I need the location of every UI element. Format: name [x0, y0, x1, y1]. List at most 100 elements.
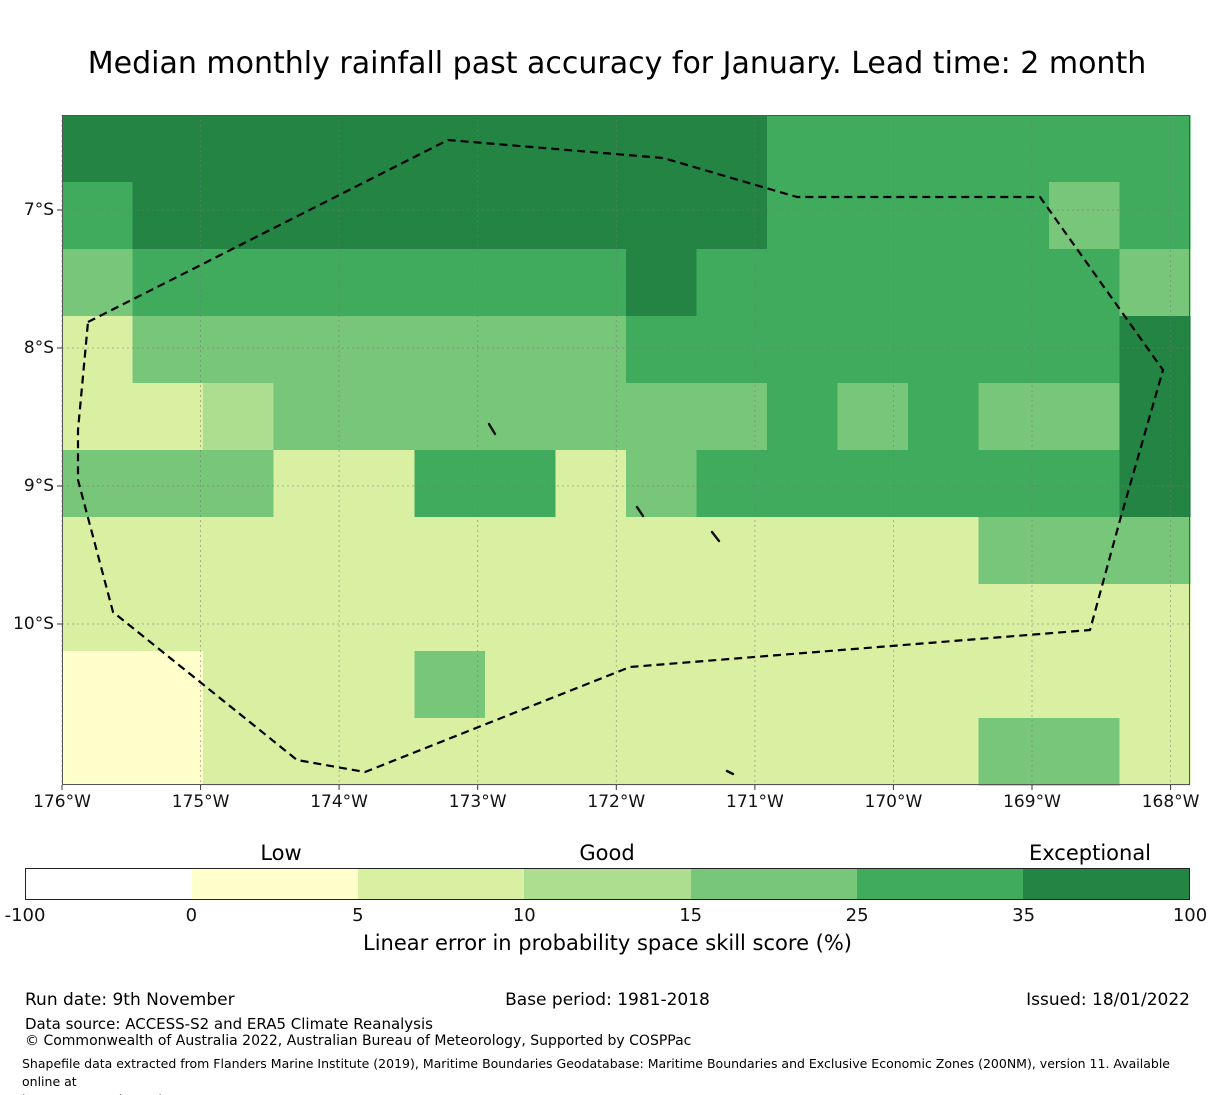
grid-cell	[485, 182, 557, 250]
grid-cell	[555, 249, 627, 317]
copyright-text: © Commonwealth of Australia 2022, Austra…	[25, 1033, 692, 1049]
grid-cell	[767, 249, 839, 317]
grid-cell	[978, 584, 1050, 652]
grid-cell	[1119, 115, 1191, 183]
grid-cell	[696, 316, 768, 384]
map-frame	[62, 115, 1190, 785]
grid-cell	[978, 450, 1050, 518]
grid-cell	[1119, 584, 1191, 652]
colorbar-segment	[358, 869, 525, 899]
grid-cell	[767, 718, 839, 786]
grid-cell	[1049, 249, 1121, 317]
x-tick-label: 174°W	[310, 792, 368, 812]
grid-cell	[62, 316, 134, 384]
grid-cell	[978, 383, 1050, 451]
colorbar-segment	[26, 869, 193, 899]
grid-cell	[1049, 651, 1121, 719]
grid-cell	[837, 651, 909, 719]
grid-cell	[273, 383, 345, 451]
grid-cell	[62, 450, 134, 518]
grid-cell	[696, 584, 768, 652]
grid-cell	[555, 517, 627, 585]
grid-cell	[344, 383, 416, 451]
grid-cell	[978, 517, 1050, 585]
grid-cell	[908, 182, 980, 250]
shapefile-attribution: Shapefile data extracted from Flanders M…	[22, 1055, 1192, 1095]
grid-cell	[837, 517, 909, 585]
heatmap-svg	[57, 115, 1191, 790]
grid-cell	[626, 182, 698, 250]
grid-cell	[132, 115, 204, 183]
colorbar-zone-label: Exceptional	[1028, 841, 1152, 865]
grid-cell	[837, 718, 909, 786]
grid-cell	[978, 316, 1050, 384]
grid-cell	[203, 718, 275, 786]
grid-cell	[1119, 651, 1191, 719]
grid-cell	[1049, 316, 1121, 384]
grid-cell	[555, 182, 627, 250]
grid-cell	[908, 115, 980, 183]
colorbar-tick-label: 35	[1012, 905, 1036, 926]
grid-cell	[1049, 383, 1121, 451]
chart-title: Median monthly rainfall past accuracy fo…	[87, 46, 1147, 81]
grid-cell	[767, 383, 839, 451]
grid-cell	[414, 182, 486, 250]
grid-cell	[273, 182, 345, 250]
grid-cell	[62, 584, 134, 652]
grid-cell	[203, 517, 275, 585]
grid-cell	[132, 517, 204, 585]
grid-cell	[626, 383, 698, 451]
grid-cell	[1049, 450, 1121, 518]
x-tick-label: 176°W	[33, 792, 91, 812]
grid-cell	[62, 115, 134, 183]
grid-cell	[414, 249, 486, 317]
x-tick-label: 172°W	[587, 792, 646, 812]
grid-cell	[203, 383, 275, 451]
grid-cell	[555, 383, 627, 451]
grid-cell	[837, 115, 909, 183]
colorbar-tick-label: 100	[1172, 905, 1208, 926]
grid-cell	[273, 718, 345, 786]
grid-cell	[837, 249, 909, 317]
grid-cell	[344, 718, 416, 786]
grid-cell	[485, 383, 557, 451]
grid-cell	[1119, 316, 1191, 384]
grid-cell	[62, 517, 134, 585]
grid-cell	[1119, 517, 1191, 585]
grid-cell	[978, 718, 1050, 786]
grid-cell	[837, 316, 909, 384]
grid-cell	[485, 316, 557, 384]
island-mark	[635, 505, 645, 518]
grid-cell	[555, 316, 627, 384]
data-source-text: Data source: ACCESS-S2 and ERA5 Climate …	[25, 1015, 433, 1033]
grid-cell	[978, 182, 1050, 250]
colorbar-tick-label: 5	[352, 905, 364, 926]
grid-cell	[62, 651, 134, 719]
grid-cell	[626, 249, 698, 317]
grid-cell	[837, 584, 909, 652]
grid-cell	[908, 651, 980, 719]
grid-cell	[1119, 383, 1191, 451]
grid-cell	[908, 316, 980, 384]
colorbar-segment	[192, 869, 359, 899]
colorbar-tick-label: -100	[4, 905, 46, 926]
grid-cell	[555, 584, 627, 652]
grid-cell	[555, 718, 627, 786]
grid-cell	[62, 383, 134, 451]
run-date-text: Run date: 9th November	[25, 990, 235, 1010]
grid-cell	[414, 383, 486, 451]
grid-cell	[62, 249, 134, 317]
grid-cell	[485, 584, 557, 652]
grid-cell	[132, 450, 204, 518]
issued-text: Issued: 18/01/2022	[1026, 990, 1190, 1010]
eez-boundary	[76, 138, 1165, 774]
grid-cell	[767, 182, 839, 250]
grid-cell	[767, 651, 839, 719]
grid-cell	[696, 450, 768, 518]
grid-cell	[696, 115, 768, 183]
colorbar-tick-label: 25	[845, 905, 869, 926]
grid-cell	[485, 651, 557, 719]
grid-cell	[837, 383, 909, 451]
colorbar-zone-label: Good	[579, 841, 635, 865]
x-tick-label: 168°W	[1141, 792, 1200, 812]
